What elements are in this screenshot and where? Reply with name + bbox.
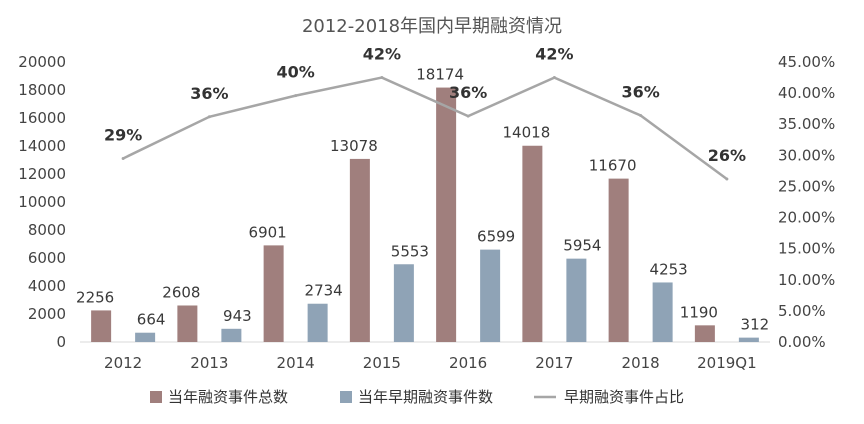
bar-value-label: 2608 <box>162 283 200 301</box>
x-tick-label: 2019Q1 <box>697 354 757 372</box>
bar <box>263 245 284 342</box>
line-value-label: 36% <box>190 84 228 103</box>
bar <box>393 264 414 342</box>
y-left-tick-label: 16000 <box>18 109 66 127</box>
bar <box>652 282 673 342</box>
bar-value-label: 14018 <box>503 124 551 142</box>
bar <box>566 258 587 342</box>
bar <box>307 303 328 342</box>
x-tick-label: 2016 <box>449 354 487 372</box>
legend: 当年融资事件总数 当年早期融资事件数 早期融资事件占比 <box>150 388 684 406</box>
ratio-line <box>122 76 728 180</box>
bar-value-label: 5553 <box>391 242 429 260</box>
bar-value-label: 664 <box>137 311 166 329</box>
y-right-tick-label: 35.00% <box>778 115 835 133</box>
y-left-tick-label: 2000 <box>28 305 66 323</box>
bar-value-label: 6901 <box>249 223 287 241</box>
line-point <box>466 114 470 118</box>
bar <box>738 337 759 342</box>
bars-layer <box>91 87 759 343</box>
line-layer <box>121 76 729 181</box>
x-tick-label: 2015 <box>363 354 401 372</box>
data-labels-layer: 2256 2608 6901 13078 18174 14018 11670 1190 664 9… <box>76 45 769 334</box>
bar <box>91 310 112 342</box>
y-right-tick-label: 25.00% <box>778 177 835 195</box>
bar <box>522 145 543 342</box>
line-point <box>121 156 125 160</box>
bar-value-label: 943 <box>223 307 252 325</box>
y-left-tick-label: 12000 <box>18 165 66 183</box>
line-point <box>380 76 384 80</box>
bar <box>135 332 156 342</box>
y-left-tick-label: 6000 <box>28 249 66 267</box>
y-left-tick-label: 0 <box>56 333 66 351</box>
bar-value-label: 11670 <box>589 157 637 175</box>
bar-value-label: 1190 <box>680 303 718 321</box>
line-value-label: 29% <box>104 125 142 144</box>
bar <box>349 158 370 342</box>
x-tick-label: 2017 <box>535 354 573 372</box>
line-point <box>294 94 298 98</box>
legend-label: 当年融资事件总数 <box>168 388 288 406</box>
line-point <box>725 177 729 181</box>
line-point <box>552 76 556 80</box>
y-right-tick-label: 5.00% <box>778 302 826 320</box>
x-tick-label: 2018 <box>622 354 660 372</box>
line-point <box>639 114 643 118</box>
bar <box>221 328 242 342</box>
y-left-tick-label: 14000 <box>18 137 66 155</box>
legend-label: 早期融资事件占比 <box>564 388 684 406</box>
y-right-tick-label: 10.00% <box>778 271 835 289</box>
line-value-label: 26% <box>708 146 746 165</box>
axes-layer: 0 2000 4000 6000 8000 10000 12000 14000 16000 180… <box>18 53 835 372</box>
y-right-tick-label: 45.00% <box>778 53 835 71</box>
bar-value-label: 2256 <box>76 288 114 306</box>
legend-swatch <box>150 391 162 403</box>
bar-value-label: 2734 <box>305 282 343 300</box>
legend-label: 当年早期融资事件数 <box>358 388 493 406</box>
y-left-tick-label: 20000 <box>18 53 66 71</box>
y-right-tick-label: 20.00% <box>778 209 835 227</box>
bar-value-label: 13078 <box>330 137 378 155</box>
line-value-label: 42% <box>363 45 401 64</box>
bar-value-label: 18174 <box>416 66 464 84</box>
bar <box>694 325 715 342</box>
x-tick-label: 2013 <box>190 354 228 372</box>
y-right-tick-label: 0.00% <box>778 333 826 351</box>
bar-value-label: 5954 <box>563 237 601 255</box>
bar <box>480 249 501 342</box>
line-point <box>207 115 211 119</box>
bar <box>436 87 457 343</box>
y-left-tick-label: 18000 <box>18 81 66 99</box>
y-left-tick-label: 8000 <box>28 221 66 239</box>
y-right-tick-label: 15.00% <box>778 240 835 258</box>
line-value-label: 40% <box>276 63 314 82</box>
line-value-label: 36% <box>449 83 487 102</box>
bar-value-label: 312 <box>741 316 770 334</box>
y-right-tick-label: 30.00% <box>778 146 835 164</box>
line-value-label: 36% <box>621 83 659 102</box>
x-tick-label: 2014 <box>277 354 315 372</box>
bar-value-label: 6599 <box>477 228 515 246</box>
y-left-tick-label: 4000 <box>28 277 66 295</box>
y-right-tick-label: 40.00% <box>778 84 835 102</box>
bar <box>177 305 198 342</box>
line-value-label: 42% <box>535 45 573 64</box>
x-tick-label: 2012 <box>104 354 142 372</box>
bar-value-label: 4253 <box>650 260 688 278</box>
bar <box>608 178 629 342</box>
y-left-tick-label: 10000 <box>18 193 66 211</box>
legend-swatch <box>340 391 352 403</box>
chart-title: 2012-2018年国内早期融资情况 <box>302 16 562 37</box>
